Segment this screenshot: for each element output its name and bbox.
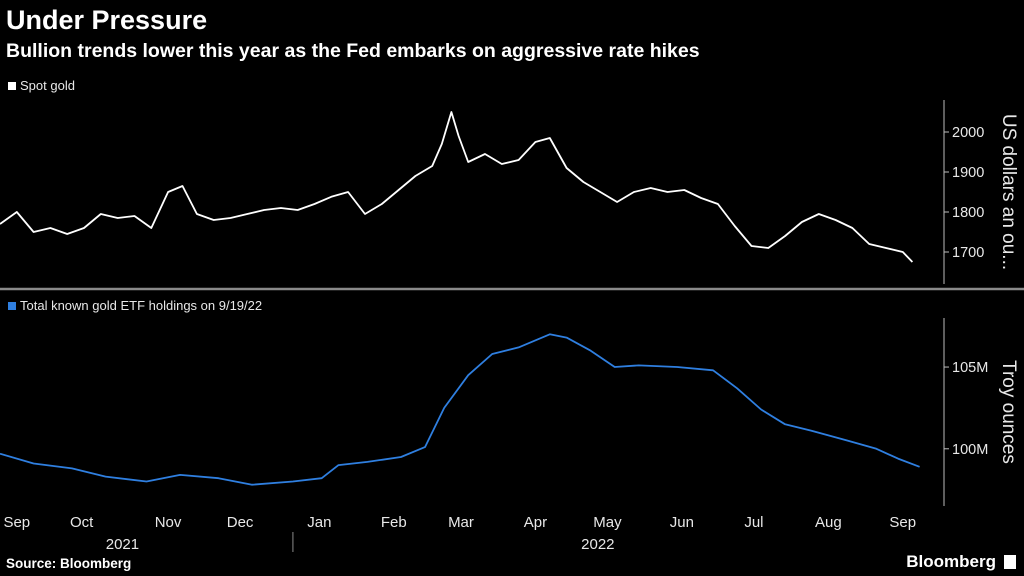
x-tick-label-month: Apr xyxy=(524,514,547,531)
x-tick-label-month: May xyxy=(593,514,622,531)
legend-swatch-etf xyxy=(8,302,16,310)
source-note: Source: Bloomberg xyxy=(6,556,132,571)
gold-y-tick-label: 1800 xyxy=(952,205,984,221)
x-tick-label-month: Aug xyxy=(815,514,842,531)
gold-y-tick-label: 1700 xyxy=(952,245,984,261)
x-tick-label-month: Oct xyxy=(70,514,94,531)
chart-subtitle: Bullion trends lower this year as the Fe… xyxy=(6,40,700,62)
x-tick-label-month: Jan xyxy=(307,514,331,531)
etf-y-axis-title: Troy ounces xyxy=(998,360,1019,464)
legend-label-etf: Total known gold ETF holdings on 9/19/22 xyxy=(20,298,263,313)
x-tick-label-month: Sep xyxy=(3,514,30,531)
spot-gold-panel: 1700 1800 1900 2000 US dollars an ou... xyxy=(0,100,1019,284)
x-tick-label-month: Jun xyxy=(670,514,694,531)
gold-y-axis-title: US dollars an ou... xyxy=(998,114,1019,270)
legend-etf-holdings: Total known gold ETF holdings on 9/19/22 xyxy=(8,298,262,314)
legend-label-gold: Spot gold xyxy=(20,78,75,93)
x-tick-label-month: Feb xyxy=(381,514,407,531)
x-axis: Sep Oct Nov Dec Jan Feb Mar Apr May Jun Jul Aug Sep 2… xyxy=(3,514,916,553)
brand-logo-text: Bloomberg xyxy=(906,552,996,571)
x-tick-label-month: Dec xyxy=(227,514,254,531)
x-tick-label-month: Mar xyxy=(448,514,474,531)
etf-y-tick-label: 105M xyxy=(952,360,988,376)
etf-y-tick-label: 100M xyxy=(952,442,988,458)
x-tick-label-year: 2022 xyxy=(581,536,614,553)
x-tick-label-month: Jul xyxy=(744,514,763,531)
x-tick-label-year: 2021 xyxy=(106,536,139,553)
legend-swatch-gold xyxy=(8,82,16,90)
chart-title: Under Pressure xyxy=(6,5,208,35)
legend-spot-gold: Spot gold xyxy=(8,78,75,94)
gold-y-tick-label: 1900 xyxy=(952,165,984,181)
etf-series-line xyxy=(0,333,920,486)
gold-series-line xyxy=(0,111,914,263)
x-tick-label-month: Nov xyxy=(155,514,182,531)
etf-holdings-panel: 100M 105M Troy ounces xyxy=(0,318,1019,506)
x-tick-label-month: Sep xyxy=(889,514,916,531)
bloomberg-terminal-icon xyxy=(1004,555,1016,569)
gold-y-tick-label: 2000 xyxy=(952,125,984,141)
